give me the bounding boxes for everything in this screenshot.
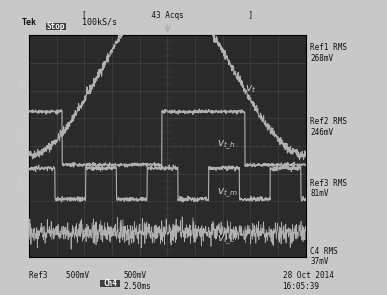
Text: C4 RMS
37mV: C4 RMS 37mV [310, 247, 338, 266]
Text: 16:05:39: 16:05:39 [283, 282, 320, 291]
Text: Ref3 RMS
81mV: Ref3 RMS 81mV [310, 179, 348, 199]
Text: R1: R1 [19, 80, 27, 88]
Text: R2: R2 [19, 134, 27, 143]
Text: 28 Oct 2014: 28 Oct 2014 [283, 271, 333, 280]
Text: Ref2 RMS
246mV: Ref2 RMS 246mV [310, 117, 348, 137]
Text: M2.50ms  Ch1 ↑  76mV: M2.50ms Ch1 ↑ 76mV [130, 258, 205, 263]
Text: $v_{t\_h}$: $v_{t\_h}$ [217, 138, 236, 152]
Text: $v_{t\_m}$: $v_{t\_m}$ [217, 187, 238, 200]
Text: Stop: Stop [46, 22, 65, 31]
Text: 100kS/s: 100kS/s [82, 17, 116, 27]
Text: Tek: Tek [22, 17, 37, 27]
Text: R3: R3 [19, 179, 27, 188]
Text: Ref3    500mV: Ref3 500mV [29, 271, 89, 280]
Text: 500mV: 500mV [123, 271, 146, 280]
Text: Ch4: Ch4 [103, 279, 117, 288]
Text: Ref1 RMS
268mV: Ref1 RMS 268mV [310, 43, 348, 63]
Text: 2.50ms: 2.50ms [123, 282, 151, 291]
Text: $v_t$: $v_t$ [245, 83, 256, 94]
Text: $v_{t\_L}$: $v_{t\_L}$ [217, 234, 235, 247]
Text: [              43 Acqs              ]: [ 43 Acqs ] [82, 11, 253, 20]
